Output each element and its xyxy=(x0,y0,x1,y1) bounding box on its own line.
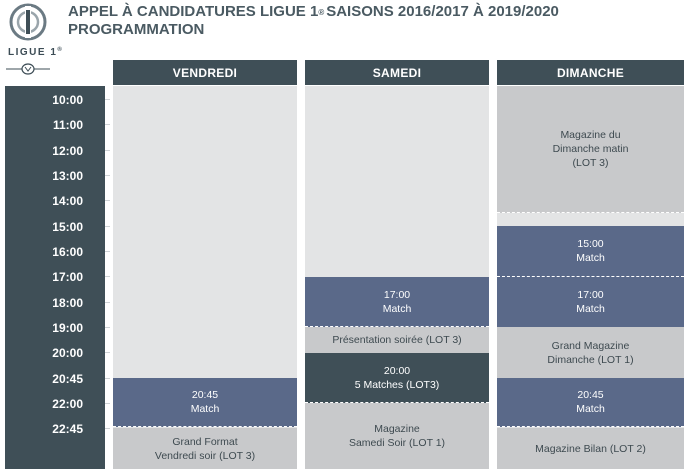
time-label: 20:45 xyxy=(52,372,83,386)
logo-wordmark: LIGUE 1® xyxy=(8,47,64,58)
title-main-text: APPEL À CANDIDATURES LIGUE 1 xyxy=(68,3,319,20)
hour-tick xyxy=(105,302,110,303)
slot-text: 17:00 Match xyxy=(576,289,605,315)
slot-vendredi-match: 20:45 Match xyxy=(113,378,297,427)
time-column: 10:00 11:00 12:00 13:00 14:00 15:00 16:0… xyxy=(5,86,105,469)
hour-tick xyxy=(105,251,110,252)
time-label: 20:00 xyxy=(52,346,83,360)
slot-text: Grand Magazine Dimanche (LOT 1) xyxy=(547,339,634,366)
hour-tick xyxy=(105,403,110,404)
hour-tick xyxy=(105,378,110,379)
hour-tick xyxy=(105,124,110,125)
page-subtitle: PROGRAMMATION xyxy=(68,21,205,38)
title-seasons-text: SAISONS 2016/2017 À 2019/2020 xyxy=(326,3,559,20)
slot-dimanche-match-1500: 15:00 Match xyxy=(497,226,684,277)
time-label: 15:00 xyxy=(52,220,83,234)
day-header-dimanche: DIMANCHE xyxy=(497,60,684,85)
hour-tick xyxy=(105,276,110,277)
slot-dimanche-magazine-bilan: Magazine Bilan (LOT 2) xyxy=(497,428,684,469)
time-label: 17:00 xyxy=(52,270,83,284)
slot-dimanche-match-2045: 20:45 Match xyxy=(497,378,684,427)
slot-text: Grand Format Vendredi soir (LOT 3) xyxy=(154,435,256,462)
slot-samedi-match-1700: 17:00 Match xyxy=(305,277,489,327)
slot-text: 20:00 5 Matches (LOT3) xyxy=(354,364,440,391)
page-title: APPEL À CANDIDATURES LIGUE 1® SAISONS 201… xyxy=(68,3,683,39)
ligue1-logo: LIGUE 1® xyxy=(2,2,64,82)
time-label: 22:45 xyxy=(52,422,83,436)
slot-samedi-magazine: Magazine Samedi Soir (LOT 1) xyxy=(305,403,489,469)
title-registered-mark: ® xyxy=(318,8,325,17)
hour-tick xyxy=(105,226,110,227)
slot-vendredi-grand-format: Grand Format Vendredi soir (LOT 3) xyxy=(113,428,297,469)
time-label: 13:00 xyxy=(52,169,83,183)
slot-text: 17:00 Match xyxy=(382,288,412,315)
day-header-vendredi: VENDREDI xyxy=(113,60,297,85)
slot-dimanche-grand-magazine: Grand Magazine Dimanche (LOT 1) xyxy=(497,327,684,378)
slot-text: 20:45 Match xyxy=(190,389,220,415)
slot-text: Magazine du Dimanche matin (LOT 3) xyxy=(552,129,629,169)
time-label: 12:00 xyxy=(52,144,83,158)
slot-dimanche-match-1700: 17:00 Match xyxy=(497,277,684,327)
slot-text: 20:45 Match xyxy=(576,389,605,415)
time-label: 14:00 xyxy=(52,194,83,208)
hour-tick xyxy=(105,428,110,429)
hour-tick xyxy=(105,200,110,201)
time-label: 11:00 xyxy=(52,118,83,132)
title-line-1: APPEL À CANDIDATURES LIGUE 1® SAISONS 201… xyxy=(68,3,683,21)
day-header-samedi: SAMEDI xyxy=(305,60,489,85)
hour-tick xyxy=(105,352,110,353)
hour-tick xyxy=(105,150,110,151)
hour-tick xyxy=(105,99,110,100)
time-label: 19:00 xyxy=(52,321,83,335)
time-label: 22:00 xyxy=(52,397,83,411)
ligue1-emblem-icon xyxy=(6,3,50,75)
slot-text: Magazine Samedi Soir (LOT 1) xyxy=(348,423,446,449)
time-label: 10:00 xyxy=(52,93,83,107)
hour-tick xyxy=(105,175,110,176)
slot-samedi-presentation: Présentation soirée (LOT 3) xyxy=(305,327,489,353)
hour-tick xyxy=(105,327,110,328)
slot-text: Présentation soirée (LOT 3) xyxy=(332,334,462,346)
slot-text: Magazine Bilan (LOT 2) xyxy=(535,442,646,455)
slot-samedi-5-matches: 20:00 5 Matches (LOT3) xyxy=(305,353,489,403)
slot-dimanche-magazine-matin: Magazine du Dimanche matin (LOT 3) xyxy=(497,86,684,213)
time-label: 18:00 xyxy=(52,296,83,310)
time-label: 16:00 xyxy=(52,245,83,259)
slot-text: 15:00 Match xyxy=(576,238,605,264)
